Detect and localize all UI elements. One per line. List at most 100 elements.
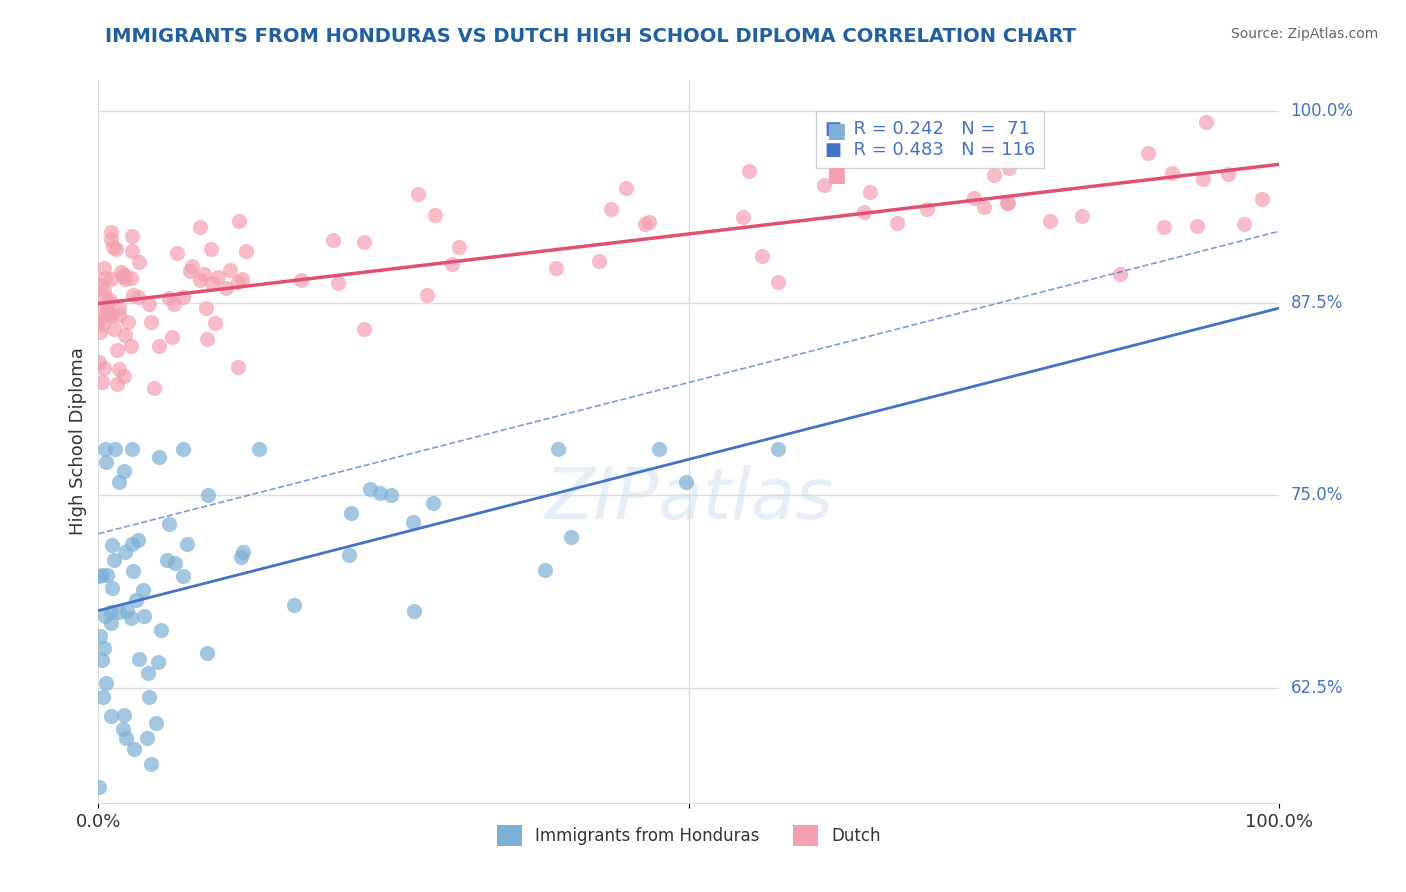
Point	[141, 315, 163, 329]
Point	[91, 318, 114, 332]
Text: IMMIGRANTS FROM HONDURAS VS DUTCH HIGH SCHOOL DIPLOMA CORRELATION CHART: IMMIGRANTS FROM HONDURAS VS DUTCH HIGH S…	[105, 27, 1076, 45]
Point	[179, 264, 201, 278]
Point	[1185, 219, 1208, 233]
Point	[120, 611, 142, 625]
Point	[337, 549, 360, 563]
Point	[859, 186, 882, 200]
Point	[121, 229, 143, 244]
Point	[648, 442, 671, 457]
Point	[195, 332, 218, 346]
Point	[1195, 115, 1218, 129]
Point	[1039, 214, 1062, 228]
Point	[115, 731, 138, 746]
Point	[157, 516, 180, 531]
Point	[766, 275, 789, 289]
Point	[87, 569, 110, 583]
Point	[105, 343, 128, 358]
Point	[181, 260, 204, 274]
Point	[447, 240, 470, 254]
Point	[100, 709, 122, 723]
Point	[89, 780, 111, 795]
Point	[176, 537, 198, 551]
Text: ZIPatlas: ZIPatlas	[544, 465, 834, 533]
Point	[127, 533, 149, 548]
Y-axis label: High School Diploma: High School Diploma	[69, 348, 87, 535]
Point	[1070, 209, 1092, 223]
Point	[112, 464, 135, 478]
Point	[96, 296, 118, 310]
Point	[101, 240, 124, 254]
Point	[105, 243, 128, 257]
Point	[326, 277, 349, 291]
Text: 87.5%: 87.5%	[1291, 294, 1343, 312]
Point	[560, 530, 582, 544]
Point	[634, 217, 657, 231]
Point	[353, 235, 375, 249]
Point	[107, 376, 129, 391]
Point	[94, 271, 117, 285]
Point	[972, 123, 994, 137]
Point	[1216, 167, 1239, 181]
Point	[194, 301, 217, 316]
Point	[200, 242, 222, 256]
Point	[111, 722, 134, 736]
Point	[675, 475, 697, 489]
Point	[614, 180, 637, 194]
Point	[402, 604, 425, 618]
Point	[232, 544, 254, 558]
Point	[547, 442, 569, 457]
Point	[127, 290, 149, 304]
Point	[136, 665, 159, 680]
Point	[98, 293, 121, 307]
Point	[107, 301, 129, 315]
Point	[100, 307, 122, 321]
Point	[128, 255, 150, 269]
Point	[813, 178, 835, 193]
Point	[638, 215, 661, 229]
Point	[120, 271, 142, 285]
Point	[143, 381, 166, 395]
Point	[148, 339, 170, 353]
Point	[112, 268, 135, 283]
Point	[1250, 192, 1272, 206]
Text: ■  R = 0.242   N =  71
■  R = 0.483   N = 116: ■ R = 0.242 N = 71 ■ R = 0.483 N = 116	[825, 120, 1035, 159]
Point	[94, 442, 117, 457]
Point	[766, 442, 789, 457]
Text: Source: ZipAtlas.com: Source: ZipAtlas.com	[1230, 27, 1378, 41]
Point	[148, 450, 170, 464]
Point	[89, 325, 111, 339]
Point	[114, 369, 136, 384]
Point	[91, 375, 114, 389]
Point	[600, 202, 623, 217]
Point	[93, 261, 115, 276]
Text: 62.5%: 62.5%	[1291, 679, 1343, 697]
Point	[100, 225, 122, 239]
Point	[188, 219, 211, 234]
Point	[100, 605, 122, 619]
Point	[149, 624, 172, 638]
Point	[132, 583, 155, 598]
Point	[89, 629, 111, 643]
Point	[339, 506, 361, 520]
Point	[104, 442, 127, 457]
Point	[415, 288, 437, 302]
Point	[983, 168, 1005, 182]
Point	[122, 564, 145, 578]
Text: ■: ■	[825, 165, 845, 185]
Point	[112, 708, 135, 723]
Point	[247, 442, 270, 457]
Point	[172, 442, 194, 457]
Point	[214, 281, 236, 295]
Point	[121, 442, 143, 457]
Point	[101, 538, 124, 552]
Point	[915, 202, 938, 216]
Point	[100, 616, 122, 631]
Point	[188, 273, 211, 287]
Point	[90, 652, 112, 666]
Point	[544, 261, 567, 276]
Point	[197, 488, 219, 502]
Point	[114, 268, 136, 282]
Point	[156, 553, 179, 567]
Point	[995, 196, 1018, 211]
Point	[406, 187, 429, 202]
